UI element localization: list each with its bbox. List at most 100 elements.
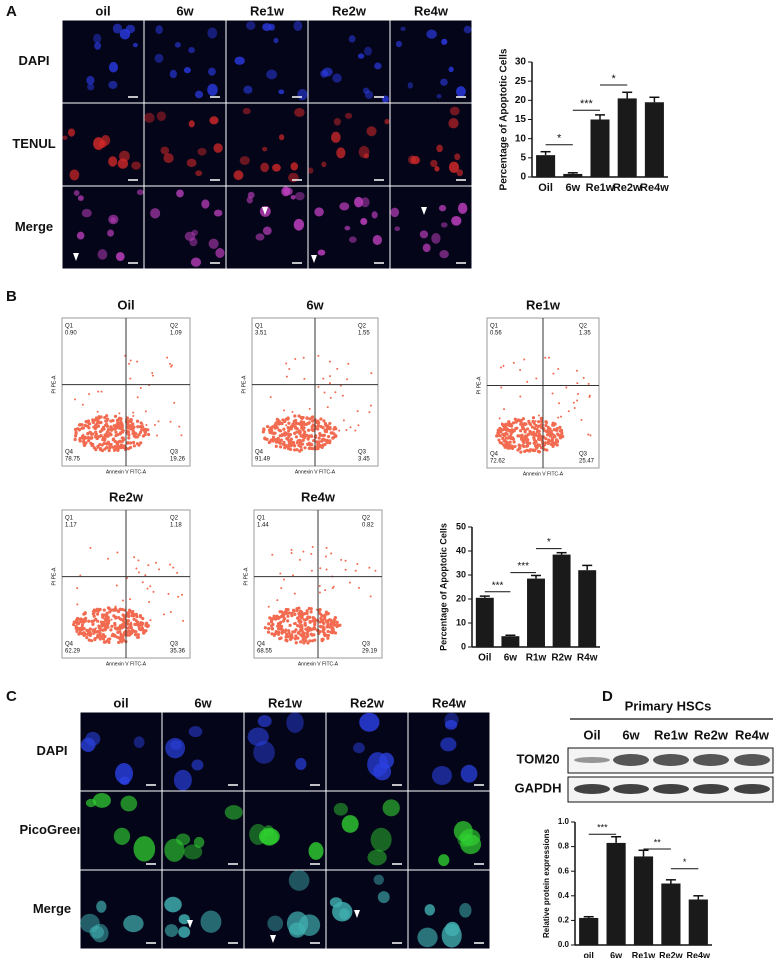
event bbox=[118, 439, 122, 443]
event bbox=[130, 610, 134, 614]
event bbox=[330, 627, 334, 631]
event bbox=[538, 424, 542, 428]
event bbox=[545, 433, 550, 437]
event bbox=[532, 433, 536, 437]
cell bbox=[190, 257, 202, 267]
event bbox=[294, 422, 298, 426]
event bbox=[113, 424, 117, 428]
event bbox=[316, 447, 320, 451]
event bbox=[326, 623, 330, 627]
event bbox=[118, 432, 122, 436]
event bbox=[344, 559, 347, 562]
y-tick-label: 0.0 bbox=[558, 940, 570, 949]
event bbox=[94, 432, 98, 436]
event bbox=[102, 608, 106, 612]
micrograph bbox=[307, 19, 391, 104]
event bbox=[308, 443, 312, 447]
quadrant-value: 19.26 bbox=[170, 457, 186, 463]
event bbox=[554, 438, 559, 442]
cell bbox=[246, 196, 253, 204]
event bbox=[132, 414, 135, 417]
event bbox=[322, 433, 326, 437]
event bbox=[535, 427, 539, 431]
bar bbox=[578, 570, 597, 647]
event bbox=[78, 436, 82, 441]
event bbox=[277, 428, 281, 432]
event bbox=[552, 372, 555, 375]
event bbox=[294, 634, 298, 638]
event bbox=[519, 429, 523, 433]
event bbox=[118, 627, 122, 631]
cell bbox=[245, 21, 256, 30]
event bbox=[126, 441, 130, 445]
event bbox=[305, 611, 309, 615]
cell bbox=[290, 194, 296, 200]
axis-label: Annexin V FITC-A bbox=[298, 661, 339, 667]
band bbox=[734, 784, 770, 794]
x-tick-label: Re1w bbox=[586, 182, 615, 194]
cell bbox=[169, 69, 177, 79]
lane-label: 6w bbox=[622, 727, 640, 742]
quadrant-name: Q2 bbox=[579, 324, 588, 330]
event bbox=[88, 627, 92, 631]
cell bbox=[132, 42, 138, 48]
event bbox=[89, 546, 92, 549]
quadrant-value: 0.82 bbox=[362, 523, 374, 529]
event bbox=[101, 425, 105, 429]
event bbox=[328, 382, 331, 385]
cell bbox=[426, 29, 437, 39]
event bbox=[91, 610, 94, 613]
event bbox=[587, 382, 590, 385]
event bbox=[322, 377, 325, 380]
cell bbox=[308, 167, 314, 174]
cell bbox=[233, 170, 244, 181]
event bbox=[303, 623, 307, 627]
cell bbox=[448, 66, 454, 73]
event bbox=[118, 617, 122, 621]
cell bbox=[431, 765, 452, 785]
event bbox=[178, 425, 181, 428]
cell bbox=[449, 106, 460, 116]
blot-title: Primary HSCs bbox=[625, 698, 712, 713]
plot-title: Re2w bbox=[109, 489, 144, 504]
event bbox=[303, 377, 306, 380]
x-tick-label: Re2w bbox=[613, 182, 642, 194]
event bbox=[310, 425, 314, 429]
event bbox=[279, 572, 282, 575]
micrograph bbox=[143, 185, 227, 270]
event bbox=[293, 414, 297, 418]
cell bbox=[294, 107, 305, 117]
band bbox=[653, 784, 689, 794]
cell bbox=[370, 827, 392, 852]
cell bbox=[80, 913, 100, 933]
event bbox=[551, 443, 555, 447]
panel-label: B bbox=[6, 288, 17, 305]
event bbox=[315, 608, 318, 611]
cell bbox=[457, 202, 468, 214]
event bbox=[317, 436, 321, 440]
event bbox=[318, 584, 321, 587]
plot-title: Oil bbox=[117, 297, 134, 312]
x-tick-label: 6w bbox=[565, 182, 580, 194]
cell bbox=[87, 83, 95, 91]
event bbox=[276, 624, 280, 628]
event bbox=[302, 631, 306, 635]
cell bbox=[73, 190, 80, 196]
event bbox=[544, 420, 549, 425]
event bbox=[528, 449, 532, 453]
event bbox=[113, 621, 117, 626]
event bbox=[104, 422, 109, 426]
event bbox=[311, 428, 315, 433]
cell bbox=[436, 94, 442, 99]
arrowhead bbox=[73, 253, 79, 261]
cell bbox=[372, 234, 382, 245]
cell bbox=[341, 815, 359, 833]
event bbox=[297, 443, 301, 448]
event bbox=[116, 444, 121, 449]
event bbox=[276, 599, 279, 602]
event bbox=[169, 563, 172, 566]
event bbox=[97, 415, 101, 419]
event bbox=[292, 448, 297, 452]
event bbox=[103, 447, 107, 451]
event bbox=[119, 421, 123, 426]
